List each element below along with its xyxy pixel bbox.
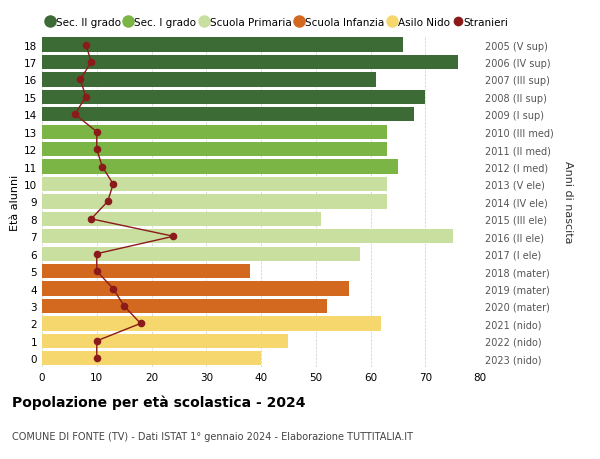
Point	[76, 77, 85, 84]
Y-axis label: Anni di nascita: Anni di nascita	[563, 161, 573, 243]
Point	[92, 268, 101, 275]
Bar	[42, 125, 387, 140]
Point	[109, 285, 118, 292]
Bar	[42, 178, 387, 192]
Point	[86, 59, 96, 67]
Point	[169, 233, 178, 241]
Bar	[42, 230, 452, 244]
Bar	[42, 334, 289, 348]
Bar	[42, 90, 425, 105]
Y-axis label: Età alunni: Età alunni	[10, 174, 20, 230]
Point	[92, 355, 101, 362]
Bar	[42, 56, 458, 70]
Bar	[42, 247, 359, 261]
Point	[92, 337, 101, 345]
Point	[92, 129, 101, 136]
Bar	[42, 38, 403, 52]
Point	[136, 320, 145, 327]
Point	[103, 198, 113, 206]
Point	[119, 302, 129, 310]
Bar	[42, 212, 321, 226]
Point	[81, 94, 91, 101]
Point	[70, 112, 80, 119]
Point	[92, 251, 101, 258]
Bar	[42, 282, 349, 296]
Text: Popolazione per età scolastica - 2024: Popolazione per età scolastica - 2024	[12, 395, 305, 409]
Point	[81, 42, 91, 49]
Point	[86, 216, 96, 223]
Bar	[42, 143, 387, 157]
Bar	[42, 195, 387, 209]
Point	[92, 146, 101, 153]
Bar	[42, 317, 382, 331]
Legend: Sec. II grado, Sec. I grado, Scuola Primaria, Scuola Infanzia, Asilo Nido, Stran: Sec. II grado, Sec. I grado, Scuola Prim…	[47, 18, 508, 28]
Bar	[42, 299, 327, 313]
Bar	[42, 160, 398, 174]
Bar	[42, 73, 376, 87]
Text: COMUNE DI FONTE (TV) - Dati ISTAT 1° gennaio 2024 - Elaborazione TUTTITALIA.IT: COMUNE DI FONTE (TV) - Dati ISTAT 1° gen…	[12, 431, 413, 442]
Point	[109, 181, 118, 188]
Point	[97, 163, 107, 171]
Bar	[42, 108, 415, 122]
Bar	[42, 352, 261, 366]
Bar	[42, 264, 250, 279]
